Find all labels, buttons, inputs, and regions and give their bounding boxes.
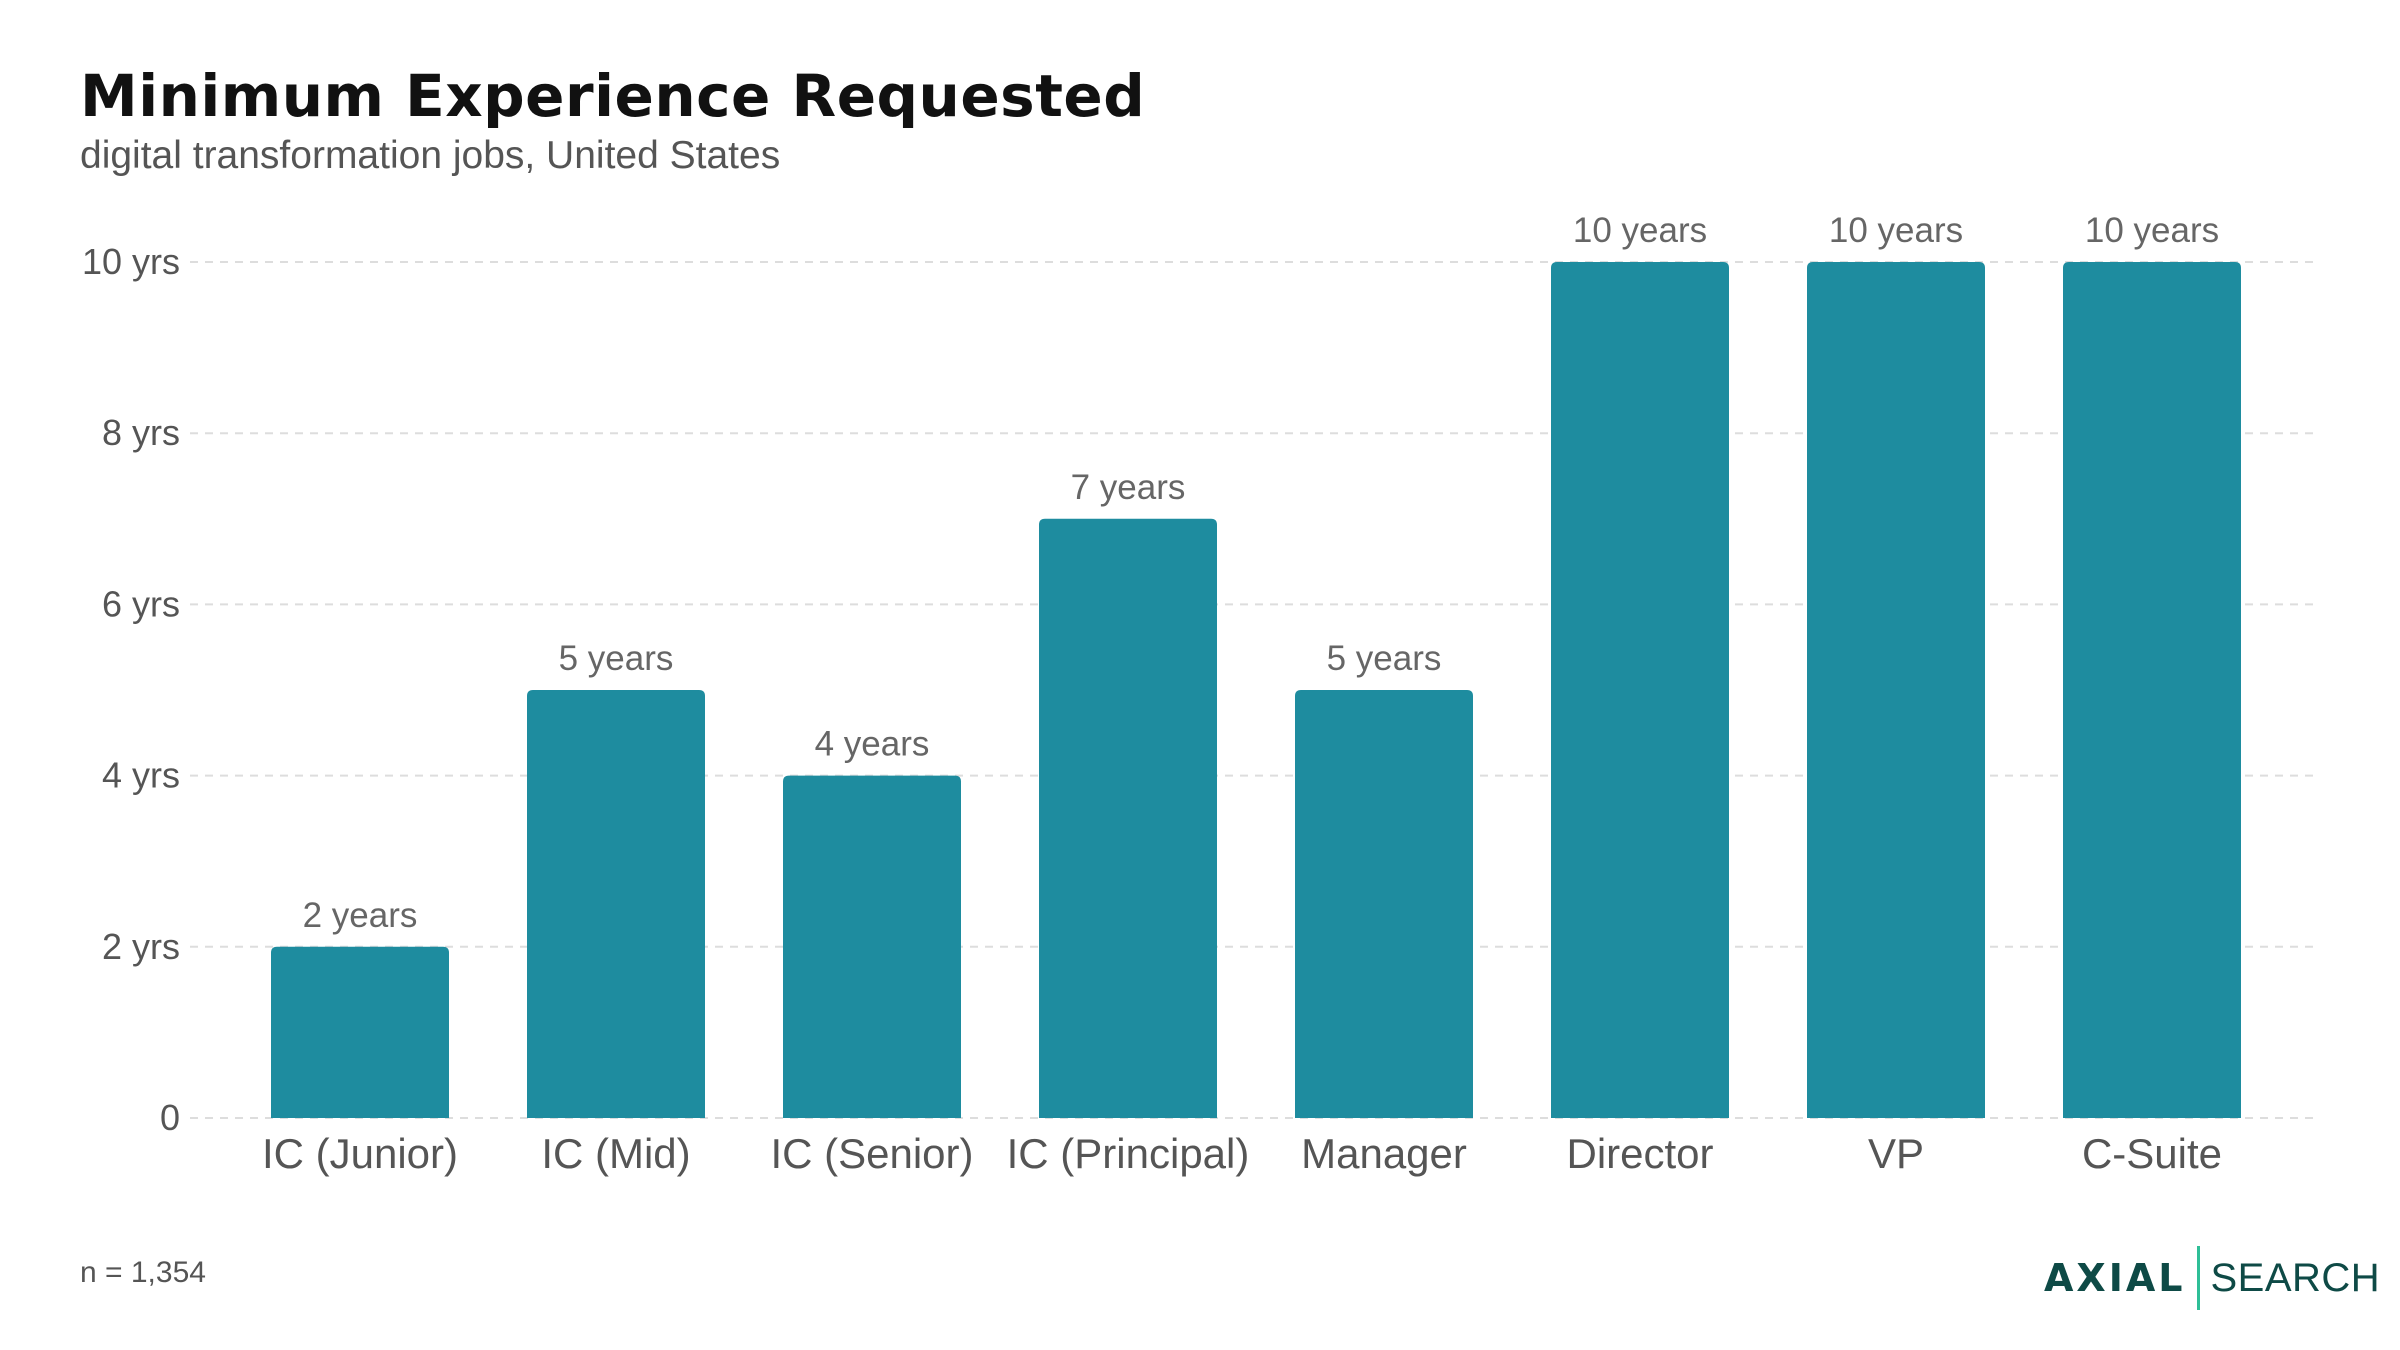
- brand-divider: [2197, 1246, 2201, 1310]
- bar-value-label: 10 years: [1573, 211, 1707, 250]
- bar: [527, 690, 705, 1118]
- x-category-label: IC (Junior): [262, 1130, 458, 1177]
- bar: [1807, 262, 1985, 1118]
- bar-value-label: 4 years: [815, 725, 930, 764]
- bar-value-label: 10 years: [2085, 211, 2219, 250]
- x-category-label: IC (Mid): [541, 1130, 690, 1177]
- brand-logo-primary: AXIAL: [2044, 1256, 2186, 1300]
- y-tick-label: 10 yrs: [82, 241, 180, 282]
- x-axis-categories: IC (Junior) IC (Mid) IC (Senior) IC (Princi…: [262, 1130, 2222, 1177]
- y-tick-label: 8 yrs: [102, 412, 180, 453]
- x-category-label: IC (Principal): [1007, 1130, 1250, 1177]
- y-tick-label: 4 yrs: [102, 755, 180, 796]
- x-category-label: VP: [1868, 1130, 1924, 1177]
- brand-logo-secondary: SEARCH: [2210, 1255, 2381, 1300]
- bar: [271, 946, 449, 1118]
- bar: [1039, 518, 1217, 1118]
- x-category-label: IC (Senior): [770, 1130, 973, 1177]
- y-tick-label: 0: [160, 1097, 180, 1138]
- y-tick-label: 6 yrs: [102, 583, 180, 624]
- brand-logo: AXIAL SEARCH: [2044, 1245, 2380, 1311]
- y-axis-ticks: 0 2 yrs 4 yrs 6 yrs 8 yrs 10 yrs: [82, 241, 180, 1138]
- chart-subtitle: digital transformation jobs, United Stat…: [80, 134, 781, 177]
- sample-size-note: n = 1,354: [80, 1256, 206, 1289]
- bar: [1295, 690, 1473, 1118]
- bar-value-label: 5 years: [559, 639, 674, 678]
- bar-value-label: 7 years: [1071, 468, 1186, 507]
- x-category-label: Director: [1566, 1130, 1713, 1177]
- chart-title: Minimum Experience Requested: [80, 62, 1146, 130]
- bars: [271, 262, 2241, 1118]
- x-category-label: C-Suite: [2082, 1130, 2222, 1177]
- x-category-label: Manager: [1301, 1130, 1467, 1177]
- grid-lines: [190, 261, 2315, 1119]
- data-labels: 2 years 5 years 4 years 7 years 5 years 10 ye…: [303, 211, 2220, 935]
- bar: [2063, 262, 2241, 1118]
- bar: [783, 775, 961, 1118]
- bar: [1551, 262, 1729, 1118]
- bar-value-label: 10 years: [1829, 211, 1963, 250]
- bar-value-label: 2 years: [303, 896, 418, 935]
- y-tick-label: 2 yrs: [102, 926, 180, 967]
- bar-value-label: 5 years: [1327, 639, 1442, 678]
